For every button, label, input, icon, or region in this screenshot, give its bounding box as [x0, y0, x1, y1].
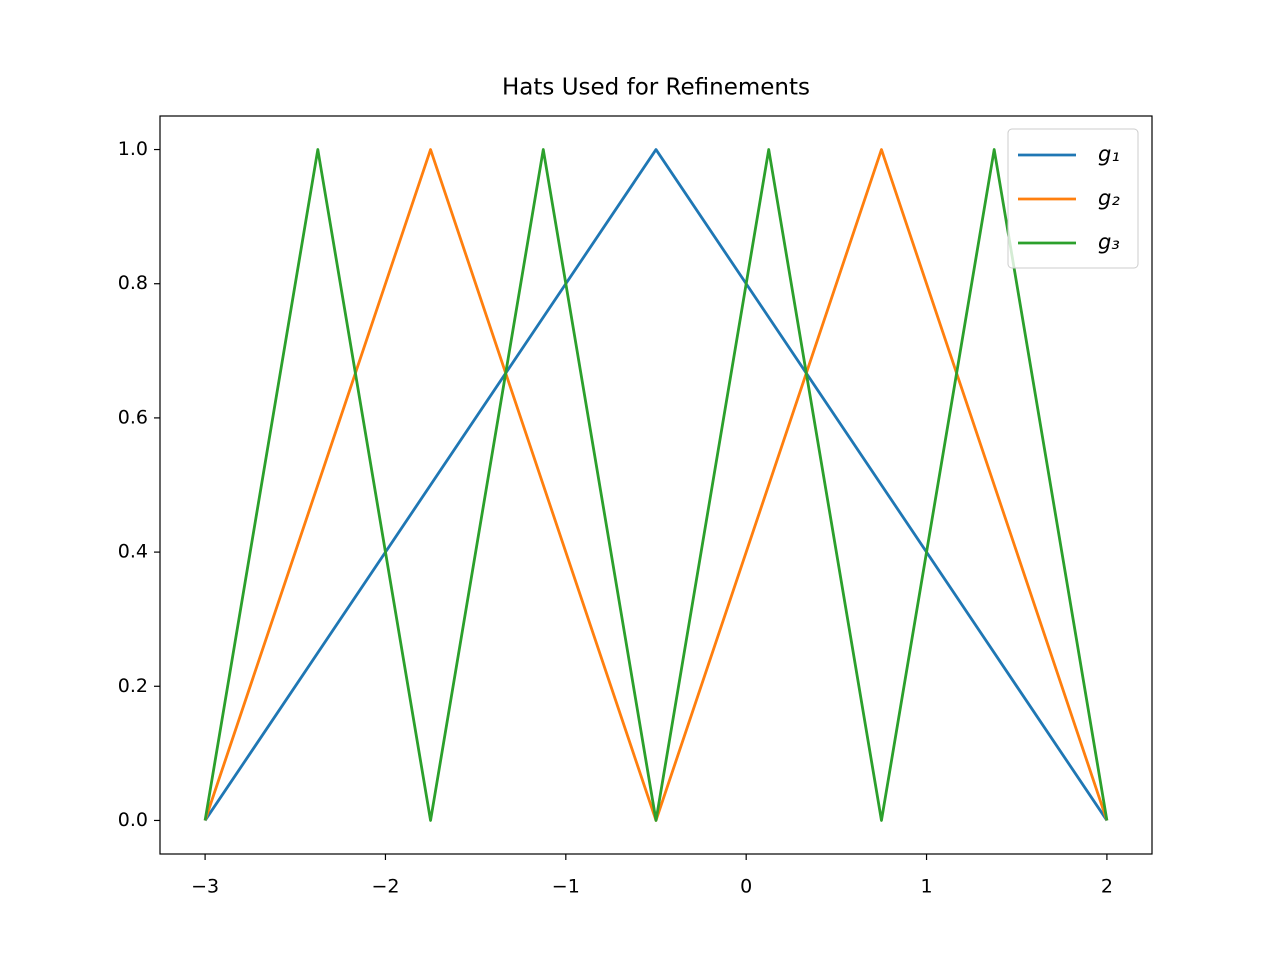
y-tick-label: 0.6	[118, 406, 148, 428]
x-tick-label: −1	[552, 876, 580, 898]
x-tick-label: −3	[191, 876, 219, 898]
series-line	[203, 148, 1109, 822]
series-line	[203, 148, 1109, 822]
x-tick-label: 2	[1101, 876, 1113, 898]
axes-frame	[159, 115, 1153, 855]
y-tick-label: 0.4	[118, 541, 148, 563]
y-tick-label: 0.0	[118, 809, 148, 831]
x-tick-label: −2	[371, 876, 399, 898]
y-tick-label: 0.8	[118, 272, 148, 294]
legend-label: g₂	[1098, 186, 1120, 210]
legend-label: g₃	[1098, 230, 1120, 254]
chart-title: Hats Used for Refinements	[502, 75, 810, 101]
y-tick-label: 1.0	[118, 138, 148, 160]
legend-label: g₁	[1098, 142, 1120, 166]
x-tick-label: 1	[920, 876, 932, 898]
x-tick-label: 0	[740, 876, 752, 898]
y-tick-label: 0.2	[118, 675, 148, 697]
